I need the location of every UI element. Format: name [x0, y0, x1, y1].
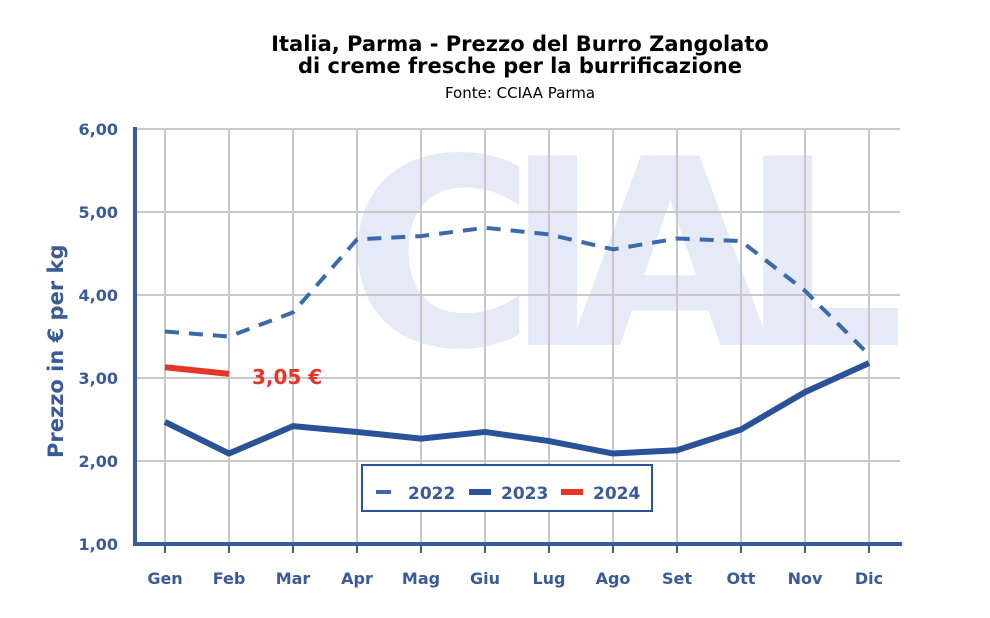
x-tick-label: Giu — [470, 569, 500, 588]
series-line-2024 — [164, 364, 230, 377]
x-tick-label: Feb — [213, 569, 246, 588]
last-value-label: 3,05 € — [252, 365, 322, 389]
y-tick-label: 2,00 — [79, 452, 118, 471]
y-tick-label: 1,00 — [79, 535, 118, 554]
chart-title-line2: di creme fresche per la burrificazione — [298, 54, 742, 78]
legend-label-2022: 2022 — [408, 484, 455, 504]
x-tick-label: Mag — [402, 569, 440, 588]
x-tick-label: Ott — [727, 569, 756, 588]
y-tick-label: 3,00 — [79, 369, 118, 388]
x-tick-label: Lug — [532, 569, 565, 588]
x-tick-label: Apr — [341, 569, 373, 588]
legend-label-2024: 2024 — [593, 484, 640, 504]
legend: 2022 2023 2024 — [361, 464, 653, 512]
y-axis-label: Prezzo in € per kg — [44, 245, 68, 459]
legend-box — [361, 464, 653, 512]
y-tick-label: 5,00 — [79, 203, 118, 222]
series-line-2022 — [164, 225, 871, 357]
x-tick-label: Gen — [147, 569, 182, 588]
chart-title: Italia, Parma - Prezzo del Burro Zangola… — [271, 32, 769, 56]
x-tick-label: Set — [662, 569, 692, 588]
x-tick-label: Ago — [596, 569, 631, 588]
legend-label-2023: 2023 — [501, 484, 548, 504]
x-tick-label: Nov — [788, 569, 823, 588]
chart-subtitle: Fonte: CCIAA Parma — [444, 84, 596, 102]
y-tick-label: 6,00 — [79, 120, 118, 139]
x-tick-label: Mar — [276, 569, 311, 588]
y-tick-label: 4,00 — [79, 286, 118, 305]
series-line-2023 — [163, 360, 871, 457]
watermark-logo: CIAL — [345, 105, 905, 407]
x-tick-label: Dic — [855, 569, 883, 588]
